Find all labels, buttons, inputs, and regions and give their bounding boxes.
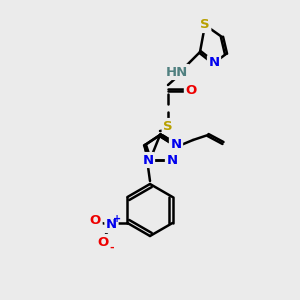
Text: N: N — [167, 154, 178, 166]
Text: O: O — [90, 214, 101, 227]
Text: HN: HN — [166, 65, 188, 79]
Text: S: S — [200, 19, 210, 32]
Text: +: + — [113, 214, 122, 224]
Text: O: O — [185, 83, 197, 97]
Text: N: N — [142, 154, 154, 166]
Text: N: N — [170, 139, 182, 152]
Text: S: S — [163, 119, 173, 133]
Text: O: O — [98, 236, 109, 248]
Text: N: N — [106, 218, 117, 232]
Text: -: - — [109, 243, 114, 253]
Text: N: N — [208, 56, 220, 70]
